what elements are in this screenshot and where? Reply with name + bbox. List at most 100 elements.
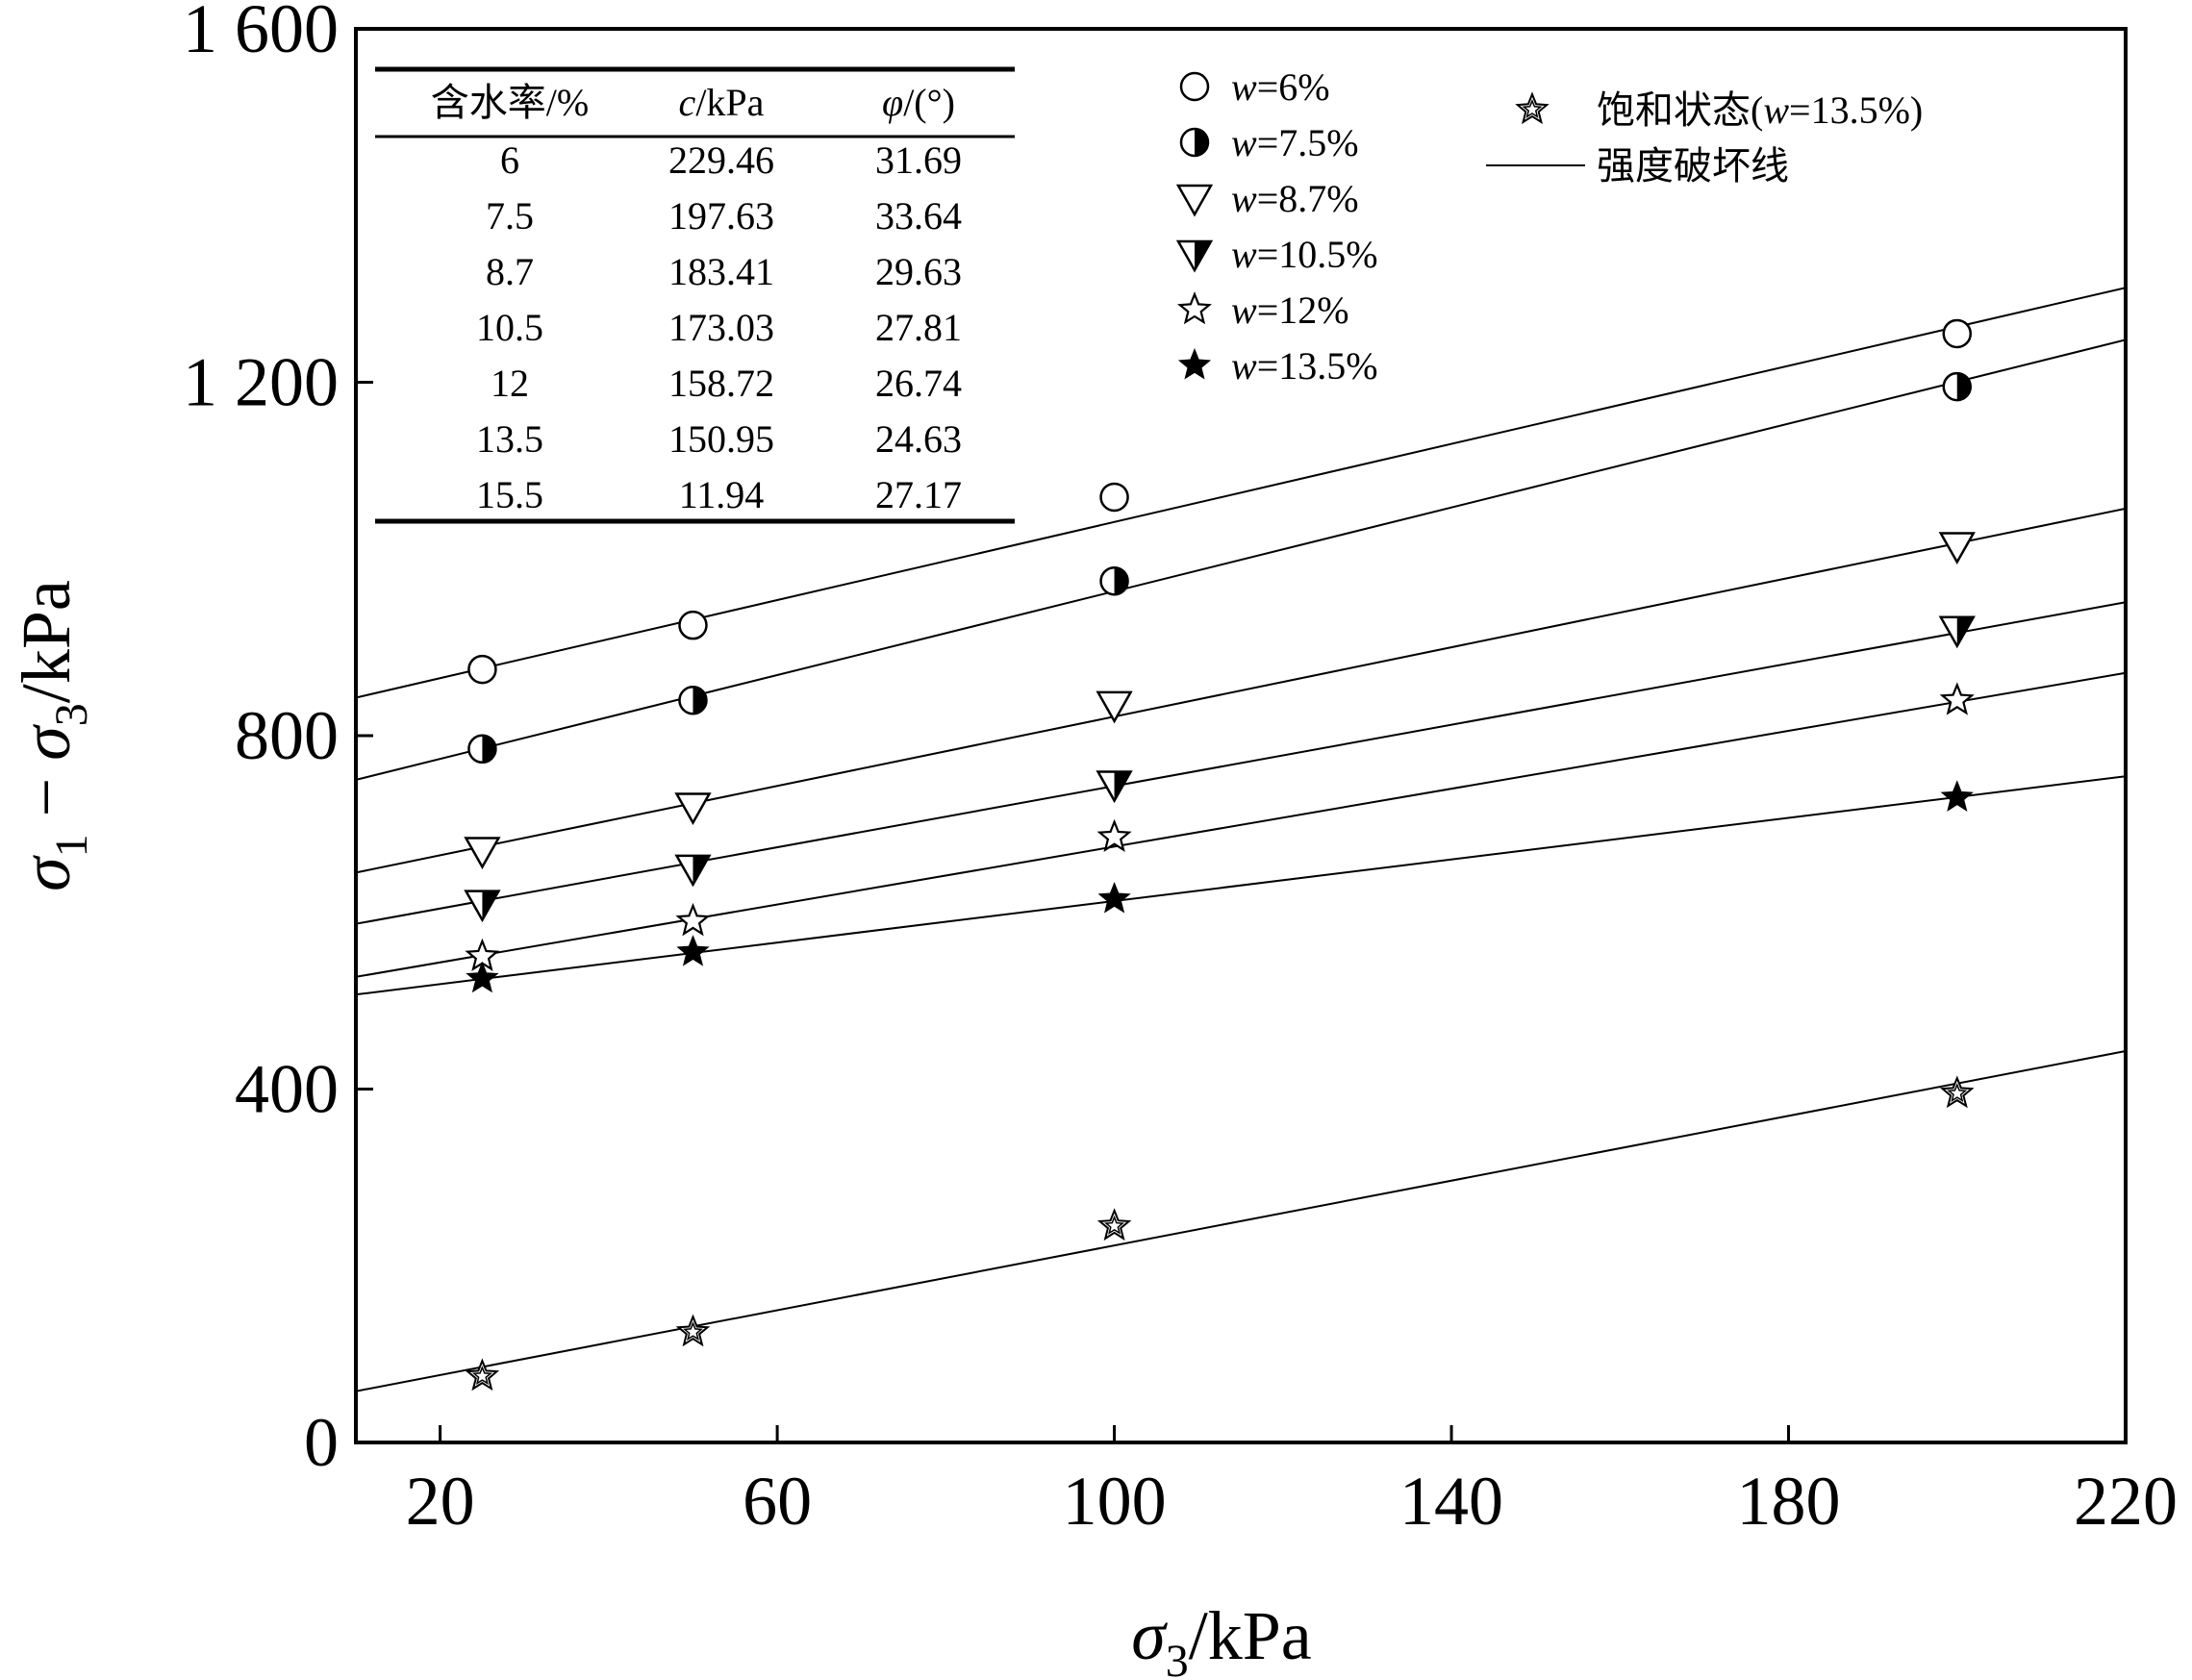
table-cell: 13.5 <box>476 417 543 461</box>
table-cell: 158.72 <box>668 362 774 405</box>
legend-label-value: =6% <box>1257 65 1330 109</box>
data-point <box>1096 690 1133 724</box>
table-cell: 10.5 <box>476 306 543 349</box>
table-cell: 7.5 <box>486 194 534 238</box>
table-cell: 27.81 <box>875 306 962 349</box>
data-point <box>1942 371 1973 402</box>
data-point <box>1096 770 1133 804</box>
data-point <box>464 837 501 869</box>
legend-label-symbol: w <box>1231 121 1257 164</box>
marker-circle <box>678 610 708 640</box>
marker-half-fill <box>693 855 710 885</box>
legend-label-value: =13.5% <box>1257 344 1378 388</box>
marker-star-inner <box>472 1366 492 1386</box>
data-point <box>674 792 712 826</box>
marker-half-fill <box>1195 129 1208 156</box>
legend-marker <box>1179 71 1210 102</box>
x-tick-label: 140 <box>1399 1463 1503 1540</box>
marker-star <box>1096 1208 1132 1241</box>
table-cell: 26.74 <box>875 362 962 405</box>
marker-star <box>1939 682 1975 715</box>
data-point <box>466 961 499 993</box>
strength-line <box>356 507 2126 874</box>
data-point <box>674 854 712 888</box>
marker-half-fill <box>693 687 707 715</box>
y-tick-label: 0 <box>304 1404 339 1481</box>
x-tick-label: 60 <box>743 1463 812 1540</box>
data-point <box>1096 818 1132 853</box>
marker-star <box>675 902 711 937</box>
legend-label: w=12% <box>1231 288 1349 332</box>
table-cell: 8.7 <box>486 250 534 293</box>
data-point <box>1099 565 1129 596</box>
strength-line <box>356 775 2126 996</box>
legend-label-value: =12% <box>1257 288 1349 332</box>
legend-label-symbol: w <box>1231 177 1257 220</box>
table-cell: 33.64 <box>875 194 962 238</box>
marker-triangle <box>1096 690 1133 724</box>
marker-star <box>1940 780 1974 812</box>
data-point <box>1939 682 1975 715</box>
data-point <box>675 902 711 937</box>
marker-star <box>1939 1075 1975 1109</box>
parameter-table: 含水率/% c/kPa φ/(°) 6 229.46 31.69 7.5 197.63 33.6… <box>375 66 1015 524</box>
table-cell: 6 <box>500 138 519 182</box>
legend-label: w=7.5% <box>1231 121 1359 164</box>
x-tick-label: 100 <box>1063 1463 1167 1540</box>
table-cell: 173.03 <box>668 306 774 349</box>
x-tick-label: 180 <box>1737 1463 1841 1540</box>
table-cell: 31.69 <box>875 138 962 182</box>
legend-marker <box>1179 127 1210 158</box>
marker-star <box>676 935 710 966</box>
x-tick-label: 20 <box>406 1463 475 1540</box>
legend-label-value: =13.5%) <box>1789 88 1923 132</box>
marker-half-fill <box>1195 241 1211 270</box>
marker-triangle <box>674 792 712 826</box>
table-cell: 15.5 <box>476 473 543 516</box>
table-cell: 27.17 <box>875 473 962 516</box>
legend-label: 强度破坏线 <box>1597 144 1789 188</box>
marker-star-inner <box>683 1321 703 1341</box>
table-header-unit: /(°) <box>903 81 955 124</box>
table-header: c/kPa <box>679 81 765 124</box>
table-cell: 11.94 <box>679 473 765 516</box>
data-point <box>1099 482 1129 513</box>
marker-half-fill <box>1956 373 1971 401</box>
legend-label-symbol: w <box>1763 88 1789 132</box>
y-tick-label: 1 600 <box>183 0 339 67</box>
table-header: 含水率/% <box>431 81 589 124</box>
data-point <box>1938 532 1976 565</box>
strength-line <box>356 339 2126 781</box>
marker-triangle <box>464 837 501 869</box>
marker-star <box>1096 818 1132 853</box>
legend-label: w=13.5% <box>1231 344 1378 388</box>
y-tick-label: 800 <box>235 697 339 774</box>
table-cell: 150.95 <box>668 417 774 461</box>
y-axis-title: σ1 − σ3/kPa <box>8 580 97 891</box>
marker-circle <box>467 654 497 685</box>
table-cell: 183.41 <box>668 250 774 293</box>
marker-half-fill <box>482 735 496 763</box>
legend-label-prefix: 饱和状态( <box>1597 88 1763 132</box>
data-point <box>464 890 501 923</box>
data-point <box>675 1314 711 1347</box>
y-tick-label: 1 200 <box>183 344 339 421</box>
table-cell: 29.63 <box>875 250 962 293</box>
marker-star <box>1515 91 1550 125</box>
data-point <box>1939 1075 1975 1109</box>
marker-circle <box>1942 318 1973 349</box>
strength-line <box>356 287 2126 699</box>
table-header: φ/(°) <box>882 81 955 124</box>
table-cell: 197.63 <box>668 194 774 238</box>
table-header-symbol: c <box>679 81 696 124</box>
y-tick-label: 400 <box>235 1051 339 1128</box>
table-header-unit: /kPa <box>695 81 764 124</box>
data-point <box>1097 881 1131 914</box>
marker-circle <box>1099 482 1129 513</box>
x-tick-label: 220 <box>2074 1463 2178 1540</box>
legend-marker <box>1175 184 1214 217</box>
legend-marker <box>1175 239 1214 273</box>
legend-label: w=6% <box>1231 65 1330 109</box>
data-point <box>465 1358 500 1392</box>
